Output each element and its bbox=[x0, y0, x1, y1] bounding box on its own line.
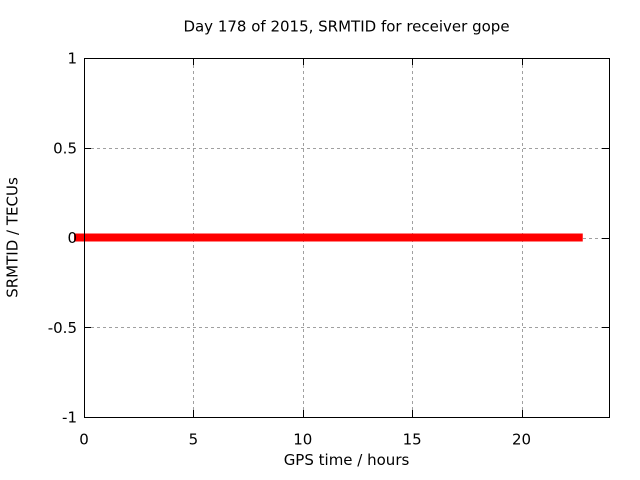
y-tick-label: 0.5 bbox=[53, 139, 77, 157]
tick-labels-layer: 0 5 10 15 20 1 0.5 0 -0.5 -1 bbox=[48, 50, 531, 449]
y-tick-label: -0.5 bbox=[48, 319, 77, 337]
x-tick-label: 15 bbox=[403, 431, 422, 449]
x-tick-label: 5 bbox=[189, 431, 199, 449]
y-tick-label: -1 bbox=[62, 409, 77, 427]
chart-title: Day 178 of 2015, SRMTID for receiver gop… bbox=[183, 18, 509, 36]
y-axis-label: SRMTID / TECUs bbox=[4, 177, 22, 298]
x-tick-label: 20 bbox=[512, 431, 531, 449]
y-tick-label: 1 bbox=[67, 50, 77, 68]
y-tick-label: 0 bbox=[67, 229, 77, 247]
x-tick-label: 0 bbox=[79, 431, 89, 449]
plot-border bbox=[84, 58, 610, 418]
x-tick-label: 10 bbox=[293, 431, 312, 449]
x-axis-label: GPS time / hours bbox=[284, 451, 410, 469]
